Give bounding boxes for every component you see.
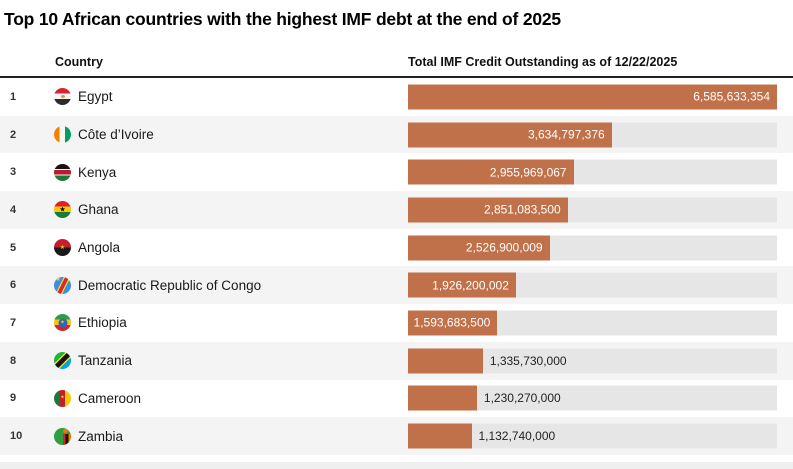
bar-track: 2,955,969,067	[408, 159, 777, 185]
column-header-country: Country	[55, 55, 103, 69]
cameroon-flag-icon	[54, 389, 71, 407]
table-row: 10 Zambia 1,132,740,000	[0, 417, 793, 455]
rank-label: 5	[10, 241, 17, 254]
bar-track	[408, 423, 777, 449]
rank-label: 6	[10, 279, 17, 292]
table-row: 5 Angola 2,526,900,009	[0, 229, 793, 267]
country-name: Ghana	[78, 202, 119, 218]
rank-label: 8	[10, 354, 17, 367]
page-title: Top 10 African countries with the highes…	[4, 9, 561, 29]
bar-track: 2,851,083,500	[408, 197, 777, 223]
angola-flag-icon	[54, 239, 71, 257]
value-bar: 2,526,900,009	[408, 235, 550, 261]
table-row: 1 Egypt 6,585,633,354	[0, 78, 793, 116]
drc-flag-icon	[54, 276, 71, 294]
value-bar: 3,634,797,376	[408, 122, 612, 148]
value-bar: 6,585,633,354	[408, 84, 777, 110]
value-label: 2,526,900,009	[465, 240, 543, 255]
zambia-flag-icon	[54, 427, 71, 445]
value-label: 1,230,270,000	[483, 391, 561, 406]
value-bar: 2,955,969,067	[408, 159, 574, 185]
value-label: 1,926,200,002	[432, 278, 509, 293]
country-name: Côte d’Ivoire	[78, 127, 154, 143]
bar-track: 2,526,900,009	[408, 235, 777, 261]
ethiopia-flag-icon	[54, 314, 71, 332]
value-label: 2,851,083,500	[483, 202, 561, 217]
country-name: Ethiopia	[78, 315, 127, 331]
table-row: 3 Kenya 2,955,969,067	[0, 153, 793, 191]
rank-label: 7	[10, 316, 17, 329]
table-row: 2 Côte d’Ivoire 3,634,797,376	[0, 115, 793, 154]
rank-label: 10	[10, 430, 23, 443]
table-header: Country Total IMF Credit Outstanding as …	[0, 48, 793, 76]
table-row: 7 Ethiopia 1,593,683,500	[0, 304, 793, 342]
egypt-flag-icon	[54, 88, 71, 106]
imf-debt-chart: Top 10 African countries with the highes…	[0, 0, 793, 455]
country-name: Zambia	[78, 428, 124, 444]
value-label: 1,593,683,500	[413, 315, 491, 330]
value-bar: 2,851,083,500	[408, 197, 568, 223]
value-bar	[408, 348, 483, 374]
header-divider	[0, 76, 793, 78]
footer-strip	[0, 462, 793, 469]
value-label: 1,132,740,000	[478, 429, 556, 444]
kenya-flag-icon	[54, 163, 71, 181]
country-name: Tanzania	[78, 353, 133, 369]
cote-divoire-flag-icon	[54, 126, 71, 144]
country-name: Egypt	[78, 89, 113, 105]
bar-track: 1,593,683,500	[408, 310, 777, 336]
value-label: 3,634,797,376	[527, 127, 605, 142]
rank-label: 3	[10, 166, 17, 179]
bar-track	[408, 348, 777, 374]
country-name: Angola	[78, 240, 121, 256]
value-label: 1,335,730,000	[489, 353, 567, 368]
bar-track: 6,585,633,354	[408, 84, 777, 110]
rank-label: 9	[10, 392, 17, 405]
rank-label: 1	[10, 90, 17, 103]
table-row: 4 Ghana 2,851,083,500	[0, 191, 793, 229]
table-row: 8 Tanzania 1,335,730,000	[0, 341, 793, 380]
rank-label: 4	[10, 203, 17, 216]
table-body: 1 Egypt 6,585,633,354 2 Côte d’Ivoire 3,…	[0, 78, 793, 455]
value-bar	[408, 423, 472, 449]
value-bar: 1,926,200,002	[408, 272, 516, 298]
value-bar: 1,593,683,500	[408, 310, 498, 336]
rank-label: 2	[10, 128, 17, 141]
bar-track: 1,926,200,002	[408, 272, 777, 298]
bar-track	[408, 385, 777, 411]
tanzania-flag-icon	[54, 352, 71, 370]
value-label: 6,585,633,354	[693, 89, 770, 104]
country-name: Kenya	[78, 164, 117, 180]
value-label: 2,955,969,067	[489, 165, 567, 180]
column-header-value: Total IMF Credit Outstanding as of 12/22…	[408, 55, 678, 69]
country-name: Democratic Republic of Congo	[78, 277, 262, 293]
country-name: Cameroon	[78, 390, 142, 406]
ghana-flag-icon	[54, 201, 71, 219]
bar-track: 3,634,797,376	[408, 122, 777, 148]
table-row: 9 Cameroon 1,230,270,000	[0, 380, 793, 418]
value-bar	[408, 385, 477, 411]
table-row: 6 Democratic Republic of Congo 1,926,200…	[0, 266, 793, 305]
